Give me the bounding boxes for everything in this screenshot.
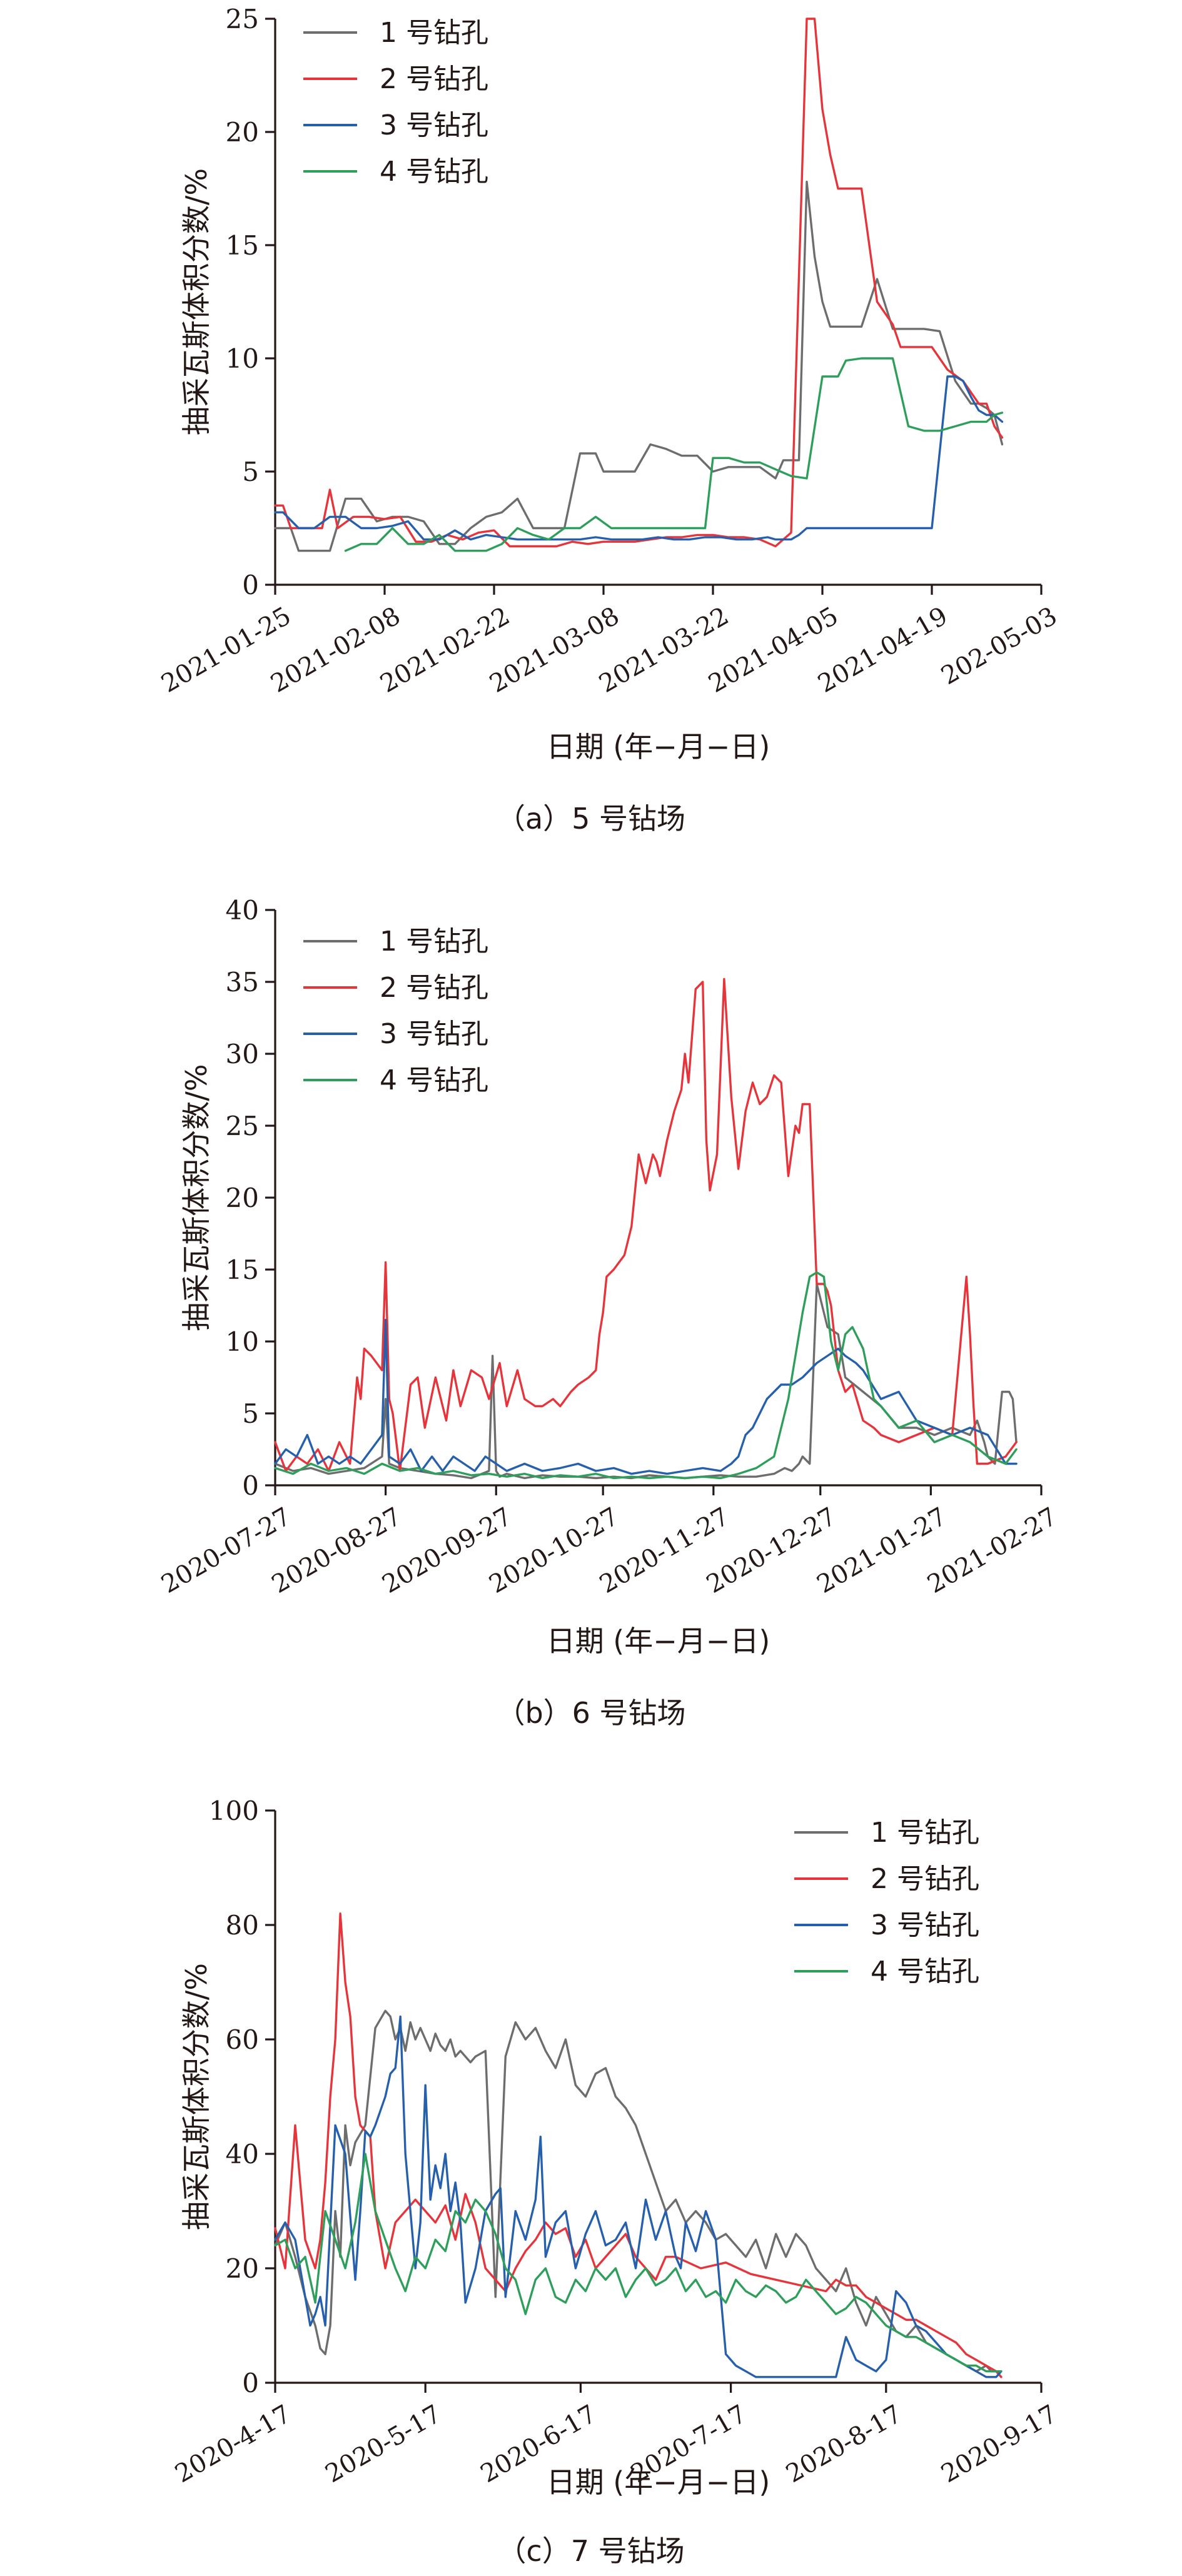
y-tick-label: 5 [242,457,259,487]
series-line-2 [274,977,1018,1472]
y-tick-label: 40 [226,2139,259,2169]
y-tick-label: 25 [226,4,259,34]
series-line-2 [274,18,1004,548]
series-line-1 [274,180,1004,552]
x-axis-label: 日期 (年−月−日) [547,2465,770,2499]
series-line-4 [274,1271,1018,1480]
chart-panel-2: 05101520253035402020-07-272020-08-272020… [156,895,1062,1730]
legend-label: 1 号钻孔 [871,1817,979,1849]
x-tick-label: 2020-4-17 [170,2400,296,2488]
legend-label: 4 号钻孔 [871,1956,979,1988]
x-axis-label: 日期 (年−月−日) [547,1624,770,1658]
y-tick-label: 0 [242,1470,259,1501]
y-tick-label: 100 [209,1796,259,1826]
y-tick-label: 35 [226,967,259,998]
legend-label: 1 号钻孔 [380,17,488,49]
x-tick-label: 2020-8-17 [781,2400,907,2488]
y-tick-label: 15 [226,230,259,261]
y-axis-label: 抽采瓦斯体积分数/% [179,1064,213,1331]
y-tick-label: 20 [226,1183,259,1213]
y-tick-label: 40 [226,895,259,926]
series-line-3 [274,375,1004,541]
series-line-1 [274,2009,1003,2378]
y-tick-label: 60 [226,2024,259,2055]
y-tick-label: 25 [226,1111,259,1141]
x-tick-label: 2020-5-17 [320,2400,446,2488]
legend-label: 4 号钻孔 [380,1064,488,1096]
figure-caption: （a）5 号钻场 [497,802,685,836]
y-tick-label: 15 [226,1255,259,1285]
y-tick-label: 10 [226,343,259,374]
chart-panel-1: 05101520252021-01-252021-02-082021-02-22… [156,4,1062,836]
legend-label: 3 号钻孔 [871,1909,979,1941]
y-tick-label: 0 [242,2368,259,2398]
series-line-4 [344,357,1004,552]
legend-label: 2 号钻孔 [871,1863,979,1895]
x-tick-label: 202-05-03 [936,602,1062,690]
y-tick-label: 20 [226,117,259,148]
figure-caption: （c）7 号钻场 [497,2534,684,2568]
legend-label: 2 号钻孔 [380,63,488,95]
legend-label: 2 号钻孔 [380,972,488,1004]
legend-label: 3 号钻孔 [380,1018,488,1050]
y-axis-label: 抽采瓦斯体积分数/% [179,168,213,435]
x-axis-label: 日期 (年−月−日) [547,730,770,764]
y-axis-label: 抽采瓦斯体积分数/% [179,1963,213,2230]
figure-caption: （b）6 号钻场 [496,1696,685,1730]
legend-label: 4 号钻孔 [380,156,488,188]
series-line-2 [274,1912,1003,2378]
y-tick-label: 30 [226,1039,259,1069]
y-tick-label: 10 [226,1326,259,1357]
legend-label: 1 号钻孔 [380,926,488,957]
series-line-4 [274,2153,1003,2373]
y-tick-label: 80 [226,1910,259,1941]
y-tick-label: 0 [242,570,259,600]
series-line-3 [274,1318,1018,1475]
y-tick-label: 5 [242,1398,259,1429]
y-tick-label: 20 [226,2253,259,2284]
legend-label: 3 号钻孔 [380,109,488,141]
series-line-3 [274,2015,1003,2378]
x-tick-label: 2020-9-17 [936,2400,1062,2488]
